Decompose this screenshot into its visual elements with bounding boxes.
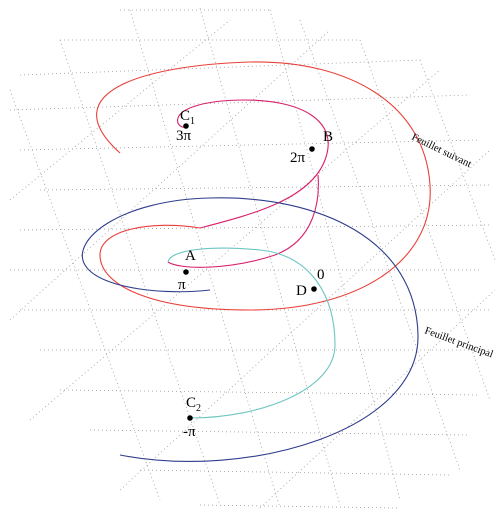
- point-D: [311, 286, 317, 292]
- point-D-value: 0: [317, 267, 325, 283]
- dotted-grid: [9, 7, 496, 509]
- lower-spiral-outer: [81, 197, 419, 462]
- upper-spiral-inner: [177, 99, 329, 229]
- point-A-value: π: [178, 277, 186, 293]
- point-C2-value: -π: [183, 424, 196, 440]
- point-C2-label: C2: [186, 395, 201, 414]
- point-B: [309, 146, 315, 152]
- lower-spiral-inner: [167, 247, 336, 419]
- point-C1-label: C1: [180, 108, 195, 127]
- upper-spiral-center: [167, 174, 319, 268]
- point-B-label: B: [323, 129, 333, 145]
- point-C1: [183, 123, 189, 129]
- point-C1-value: 3π: [176, 128, 192, 144]
- point-A: [183, 269, 189, 275]
- point-B-value: 2π: [290, 150, 306, 166]
- upper-spiral-outer: [96, 61, 431, 311]
- point-C2: [187, 415, 193, 421]
- point-D-label: D: [296, 283, 307, 299]
- lower-sheet-label: Feuillet principal: [423, 325, 495, 360]
- point-A-label: A: [185, 248, 196, 264]
- upper-sheet-label: Feuillet suivant: [410, 132, 473, 170]
